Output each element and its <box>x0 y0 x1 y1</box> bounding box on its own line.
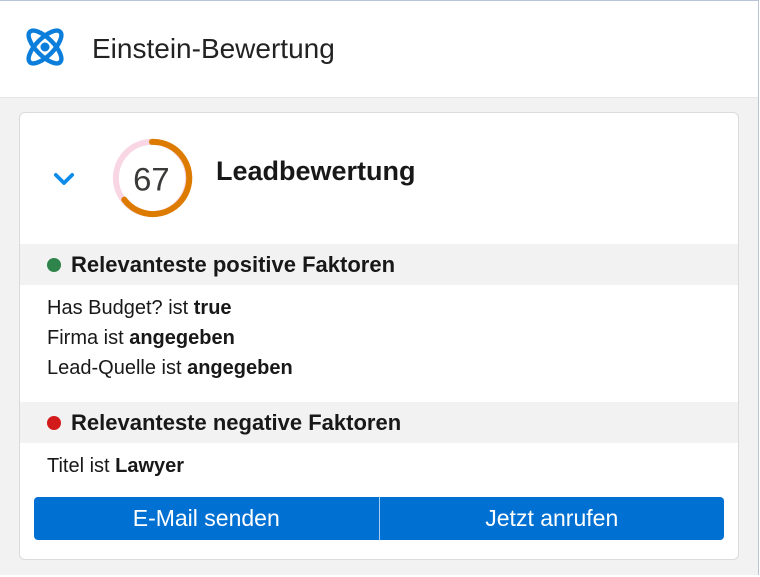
svg-text:67: 67 <box>133 160 169 197</box>
